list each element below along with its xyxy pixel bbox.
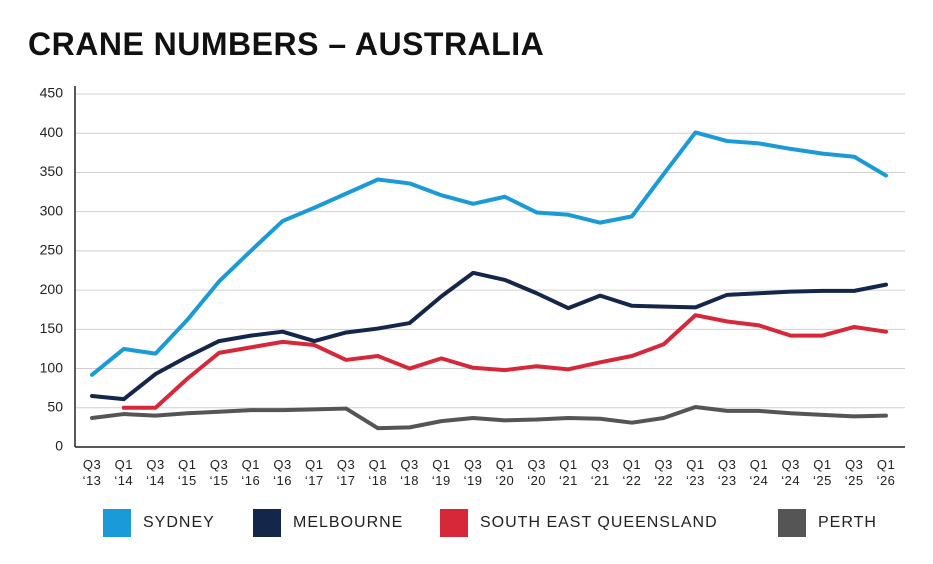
y-tick-label: 100 — [40, 359, 64, 375]
y-tick-label: 250 — [40, 242, 64, 258]
x-tick-label: Q3 ‘16 — [273, 457, 292, 488]
x-tick-label: Q3 ‘24 — [781, 457, 801, 488]
x-tick-label: Q1 ‘25 — [813, 457, 832, 488]
y-tick-label: 400 — [40, 124, 64, 140]
y-tick-label: 450 — [40, 85, 64, 101]
y-tick-label: 50 — [47, 398, 63, 414]
x-tick-label: Q3 ‘14 — [146, 457, 165, 488]
x-tick-label: Q1 ‘26 — [876, 457, 896, 488]
x-tick-label: Q3 ‘21 — [590, 457, 610, 488]
y-tick-label: 0 — [55, 438, 63, 454]
x-tick-label: Q1 ‘18 — [368, 457, 388, 488]
x-tick-label: Q3 ‘23 — [717, 457, 737, 488]
x-tick-label: Q1 ‘16 — [241, 457, 261, 488]
x-tick-label: Q1 ‘20 — [495, 457, 515, 488]
x-tick-label: Q1 ‘21 — [558, 457, 578, 488]
series-line — [90, 130, 888, 377]
legend-label: SOUTH EAST QUEENSLAND — [480, 514, 718, 531]
x-tick-label: Q1 ‘23 — [686, 457, 705, 488]
legend-swatch — [103, 509, 131, 537]
x-tick-label: Q3 ‘19 — [463, 457, 483, 488]
x-tick-label: Q3 ‘20 — [527, 457, 547, 488]
x-tick-label: Q3 ‘22 — [654, 457, 674, 488]
x-tick-label: Q3 ‘15 — [209, 457, 229, 488]
x-tick-label: Q1 ‘24 — [749, 457, 769, 488]
legend-swatch — [440, 509, 468, 537]
x-tick-label: Q1 ‘19 — [431, 457, 451, 488]
legend-swatch — [778, 509, 806, 537]
x-tick-label: Q1 ‘14 — [114, 457, 134, 488]
x-tick-label: Q3 ‘25 — [844, 457, 864, 488]
x-tick-label: Q1 ‘15 — [177, 457, 197, 488]
x-tick-label: Q1 ‘17 — [304, 457, 324, 488]
legend-swatch — [253, 509, 281, 537]
chart-title: CRANE NUMBERS – AUSTRALIA — [28, 26, 545, 62]
series-line — [90, 270, 888, 402]
x-tick-label: Q1 ‘22 — [622, 457, 642, 488]
x-tick-label: Q3 ‘17 — [336, 457, 356, 488]
y-tick-label: 300 — [40, 202, 64, 218]
y-tick-label: 200 — [40, 281, 64, 297]
x-tick-label: Q3 ‘13 — [82, 457, 102, 488]
legend-label: SYDNEY — [143, 514, 215, 531]
series-line — [90, 404, 888, 431]
y-tick-label: 350 — [40, 163, 64, 179]
series-line — [121, 313, 888, 410]
x-tick-label: Q3 ‘18 — [400, 457, 420, 488]
y-tick-label: 150 — [40, 320, 64, 336]
legend-label: MELBOURNE — [293, 514, 404, 531]
legend-label: PERTH — [818, 514, 877, 531]
